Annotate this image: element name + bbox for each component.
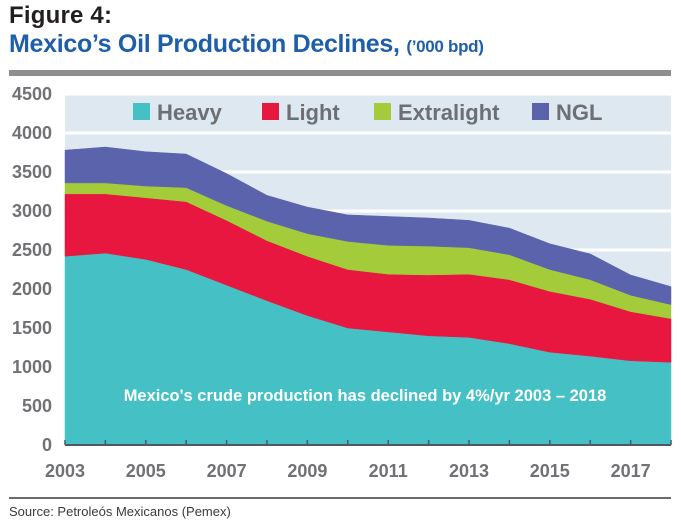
y-tick-label: 2500 <box>12 240 52 260</box>
legend-swatch <box>133 103 150 120</box>
x-tick-label: 2011 <box>369 461 408 480</box>
figure-label: Figure 4: <box>9 2 113 29</box>
stacked-area-chart: 0 500 1000 1500 2000 2500 3000 3500 4000 4500 2003… <box>12 84 672 480</box>
top-rule <box>9 70 671 76</box>
legend-swatch <box>262 103 279 120</box>
y-tick-label: 500 <box>22 396 52 416</box>
legend-item-ngl: NGL <box>532 100 602 125</box>
area-ngl <box>64 146 672 305</box>
legend-label: NGL <box>556 100 602 125</box>
legend-item-extralight: Extralight <box>374 100 500 125</box>
y-tick-label: 2000 <box>12 279 52 299</box>
x-tick-label: 2005 <box>126 461 166 480</box>
y-tick-label: 1000 <box>12 357 52 377</box>
y-tick-label: 1500 <box>12 318 52 338</box>
x-tick-label: 2015 <box>530 461 570 480</box>
y-tick-label: 3000 <box>12 201 52 221</box>
y-tick-label: 4000 <box>12 123 52 143</box>
figure-title-text: Mexico’s Oil Production Declines, <box>9 30 400 58</box>
legend-item-light: Light <box>262 100 340 125</box>
y-tick-label: 4500 <box>12 84 52 104</box>
legend-swatch <box>374 103 391 120</box>
source-note: Source: Petroleós Mexicanos (Pemex) <box>9 504 231 519</box>
legend-label: Extralight <box>398 100 500 125</box>
legend-item-heavy: Heavy <box>133 100 223 125</box>
x-tick-label: 2009 <box>287 461 327 480</box>
x-tick-label: 2013 <box>449 461 489 480</box>
y-tick-label: 3500 <box>12 162 52 182</box>
x-tick-label: 2007 <box>207 461 247 480</box>
legend-label: Light <box>286 100 340 125</box>
y-tick-label: 0 <box>42 435 52 455</box>
x-tick-label: 2003 <box>45 461 85 480</box>
legend-label: Heavy <box>157 100 223 125</box>
x-tick-label: 2017 <box>611 461 651 480</box>
annotation-callout: Mexico's crude production has declined b… <box>124 387 607 405</box>
bottom-rule <box>9 497 671 499</box>
figure-title-units: (’000 bpd) <box>406 37 484 56</box>
legend-swatch <box>532 103 549 120</box>
figure-title: Mexico’s Oil Production Declines, (’000 … <box>9 30 484 59</box>
